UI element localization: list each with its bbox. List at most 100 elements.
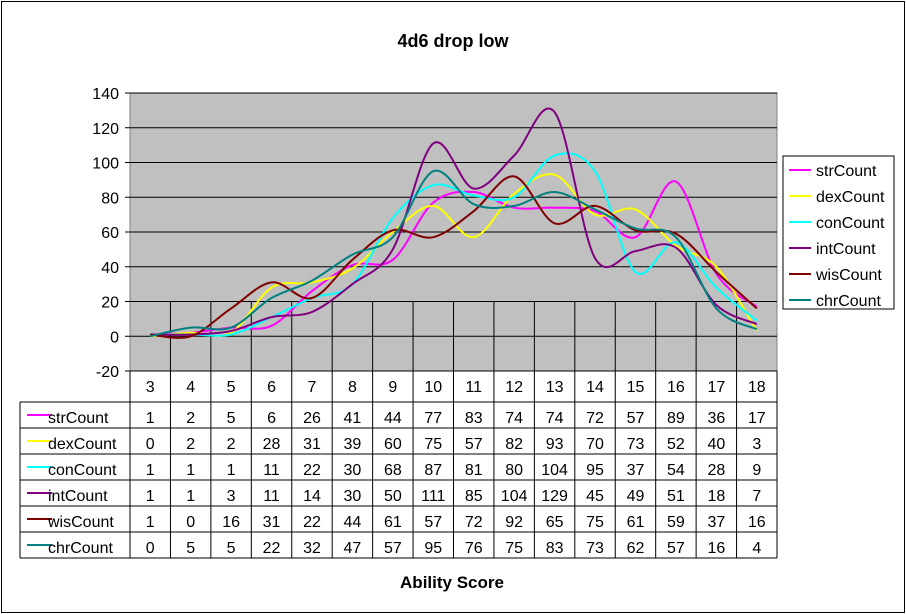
table-cell: 83 (546, 540, 564, 557)
table-cell: 1 (146, 488, 155, 505)
legend-label: conCount (816, 215, 885, 232)
table-row-label: dexCount (48, 436, 117, 453)
legend-label: chrCount (816, 293, 881, 310)
table-cell: 28 (263, 436, 281, 453)
table-cell: 5 (186, 540, 195, 557)
table-cell: 89 (667, 410, 685, 427)
x-tick-label: 18 (748, 379, 766, 396)
table-cell: 28 (707, 462, 725, 479)
table-cell: 0 (186, 514, 195, 531)
series-line-intCount (150, 107, 758, 336)
table-cell: 41 (344, 410, 362, 427)
table-cell: 104 (501, 488, 528, 505)
table-row-label: strCount (48, 410, 109, 427)
series-lines (149, 107, 758, 339)
x-tick-label: 9 (388, 379, 397, 396)
table-cell: 40 (707, 436, 725, 453)
table-cell: 39 (344, 436, 362, 453)
table-cell: 5 (227, 540, 236, 557)
table-cell: 61 (627, 514, 645, 531)
table-cell: 93 (546, 436, 564, 453)
table-cell: 1 (146, 410, 155, 427)
table-cell: 82 (505, 436, 523, 453)
table-cell: 60 (384, 436, 402, 453)
x-tick-label: 11 (465, 379, 482, 396)
table-cell: 1 (146, 514, 155, 531)
table-cell: 4 (752, 540, 761, 557)
table-cell: 52 (667, 436, 685, 453)
table-cell: 0 (146, 436, 155, 453)
y-tick-label: 80 (101, 190, 119, 207)
table-cell: 30 (344, 488, 362, 505)
table-cell: 57 (465, 436, 483, 453)
y-tick-label: -20 (96, 364, 119, 381)
table-cell: 72 (586, 410, 604, 427)
table-cell: 85 (465, 488, 483, 505)
table-cell: 2 (186, 436, 195, 453)
table-cell: 81 (465, 462, 483, 479)
legend-label: strCount (816, 163, 877, 180)
legend-box (782, 155, 895, 310)
series-line-chrCount (149, 169, 758, 338)
y-tick-label: 60 (101, 225, 119, 242)
table-cell: 51 (667, 488, 685, 505)
table-cell: 68 (384, 462, 402, 479)
table-row-label: chrCount (48, 540, 113, 557)
table-cell: 92 (505, 514, 523, 531)
x-tick-label: 4 (186, 379, 195, 396)
table-cell: 77 (424, 410, 442, 427)
table-cell: 11 (263, 488, 280, 505)
table-cell: 30 (344, 462, 362, 479)
x-tick-label: 15 (627, 379, 645, 396)
table-cell: 44 (344, 514, 362, 531)
table-cell: 11 (263, 462, 280, 479)
y-tick-label: 20 (101, 295, 119, 312)
table-row-label: intCount (48, 488, 108, 505)
table-cell: 75 (586, 514, 604, 531)
table-cell: 61 (384, 514, 402, 531)
table-cell: 47 (344, 540, 362, 557)
table-cell: 0 (146, 540, 155, 557)
table-cell: 72 (465, 514, 483, 531)
table-cell: 31 (303, 436, 321, 453)
table-cell: 83 (465, 410, 483, 427)
table-cell: 31 (263, 514, 281, 531)
table-cell: 111 (421, 488, 445, 505)
table-cell: 14 (303, 488, 321, 505)
table-cell: 26 (303, 410, 321, 427)
table-cell: 129 (541, 488, 568, 505)
y-tick-label: 0 (110, 329, 119, 346)
x-tick-label: 13 (546, 379, 564, 396)
y-tick-label: 140 (92, 86, 119, 103)
x-tick-label: 5 (227, 379, 236, 396)
table-cell: 80 (505, 462, 523, 479)
table-cell: 22 (263, 540, 281, 557)
table-cell: 76 (465, 540, 483, 557)
table-cell: 73 (627, 436, 645, 453)
table-cell: 3 (752, 436, 761, 453)
table-cell: 36 (707, 410, 725, 427)
table-cell: 1 (227, 462, 236, 479)
table-cell: 75 (505, 540, 523, 557)
legend-label: wisCount (815, 267, 882, 284)
table-cell: 37 (627, 462, 645, 479)
table-row-label: conCount (48, 462, 117, 479)
table-cell: 2 (186, 410, 195, 427)
x-tick-label: 6 (267, 379, 276, 396)
table-cell: 1 (146, 462, 155, 479)
table-cell: 57 (667, 540, 685, 557)
table-cell: 18 (707, 488, 725, 505)
table-cell: 45 (586, 488, 604, 505)
y-tick-label: 100 (92, 156, 119, 173)
table-cell: 7 (752, 488, 761, 505)
table-cell: 74 (505, 410, 523, 427)
table-cell: 70 (586, 436, 604, 453)
table-cell: 5 (227, 410, 236, 427)
x-tick-label: 17 (707, 379, 725, 396)
table-cell: 87 (424, 462, 442, 479)
table-cell: 32 (303, 540, 321, 557)
table-cell: 95 (586, 462, 604, 479)
